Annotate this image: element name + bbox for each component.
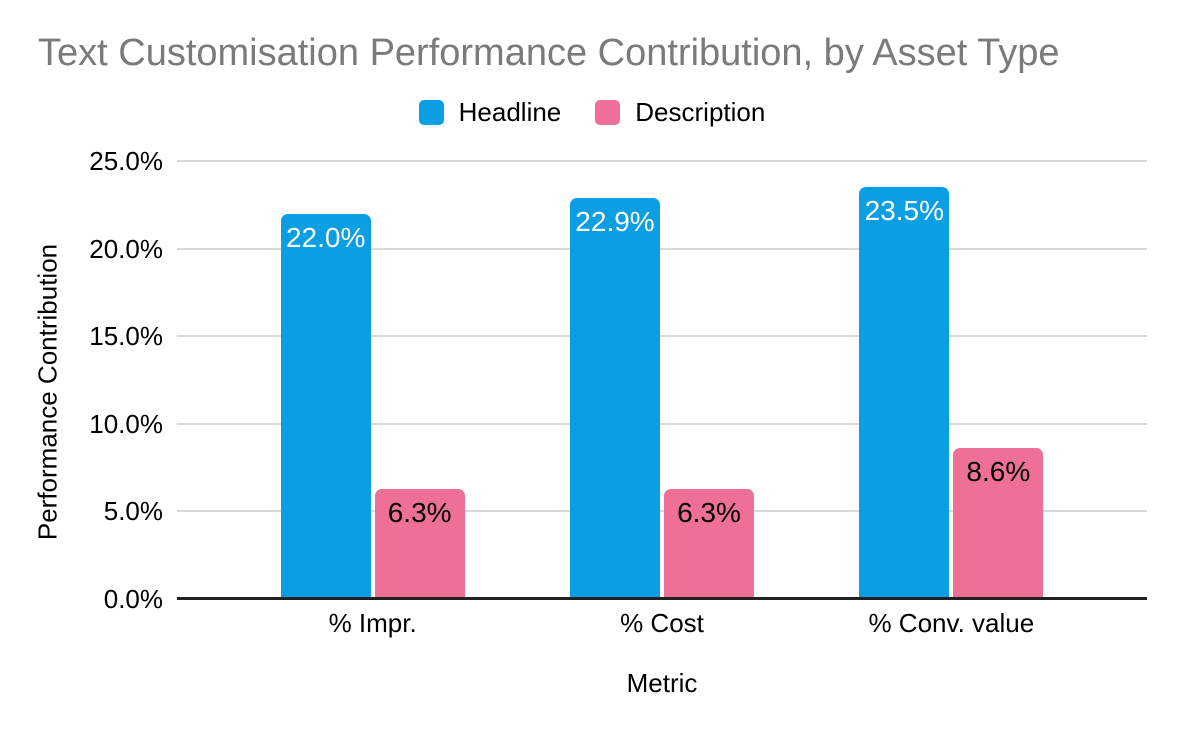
x-tick-label: % Conv. value xyxy=(868,608,1035,638)
bar-value-label: 8.6% xyxy=(966,456,1031,488)
legend: Headline Description xyxy=(0,96,1184,128)
bar-description-3 xyxy=(953,448,1044,599)
gridline xyxy=(177,510,1147,513)
y-tick-label: 15.0% xyxy=(89,321,163,352)
x-tick-label: % Cost xyxy=(620,608,704,638)
y-tick-label: 5.0% xyxy=(103,496,163,527)
gridline xyxy=(177,335,1147,338)
legend-item-headline: Headline xyxy=(418,97,562,127)
bar-headline-2 xyxy=(570,197,660,599)
gridline xyxy=(177,422,1147,425)
legend-label: Headline xyxy=(458,97,562,127)
bar-value-label: 6.3% xyxy=(387,496,452,528)
x-axis-title: Metric xyxy=(626,668,698,698)
y-tick-label: 0.0% xyxy=(103,584,163,614)
bar-description-2 xyxy=(664,488,754,599)
x-axis-baseline xyxy=(177,597,1147,600)
bar-value-label: 23.5% xyxy=(864,195,945,227)
bar-description-1 xyxy=(374,488,465,599)
bar-value-label: 22.9% xyxy=(575,205,655,237)
legend-swatch-icon xyxy=(595,99,621,125)
bar-value-label: 22.0% xyxy=(285,221,366,253)
y-tick-label: 25.0% xyxy=(89,146,163,176)
legend-label: Description xyxy=(635,97,766,127)
bar-headline-1 xyxy=(280,213,371,599)
gridline xyxy=(177,160,1147,162)
y-tick-label: 10.0% xyxy=(89,408,163,439)
x-tick-label: % Impr. xyxy=(328,608,417,638)
bar-headline-3 xyxy=(859,187,950,599)
legend-item-description: Description xyxy=(595,97,765,127)
legend-swatch-icon xyxy=(418,99,444,125)
plot-area: 0.0% 5.0% 10.0% 15.0% 20.0% 25.0% 22.0% 6.3% % I… xyxy=(89,146,1147,638)
chart-title: Text Customisation Performance Contribut… xyxy=(38,32,1060,74)
gridline xyxy=(177,247,1147,250)
bar-value-label: 6.3% xyxy=(677,496,741,528)
y-tick-label: 20.0% xyxy=(89,233,163,264)
